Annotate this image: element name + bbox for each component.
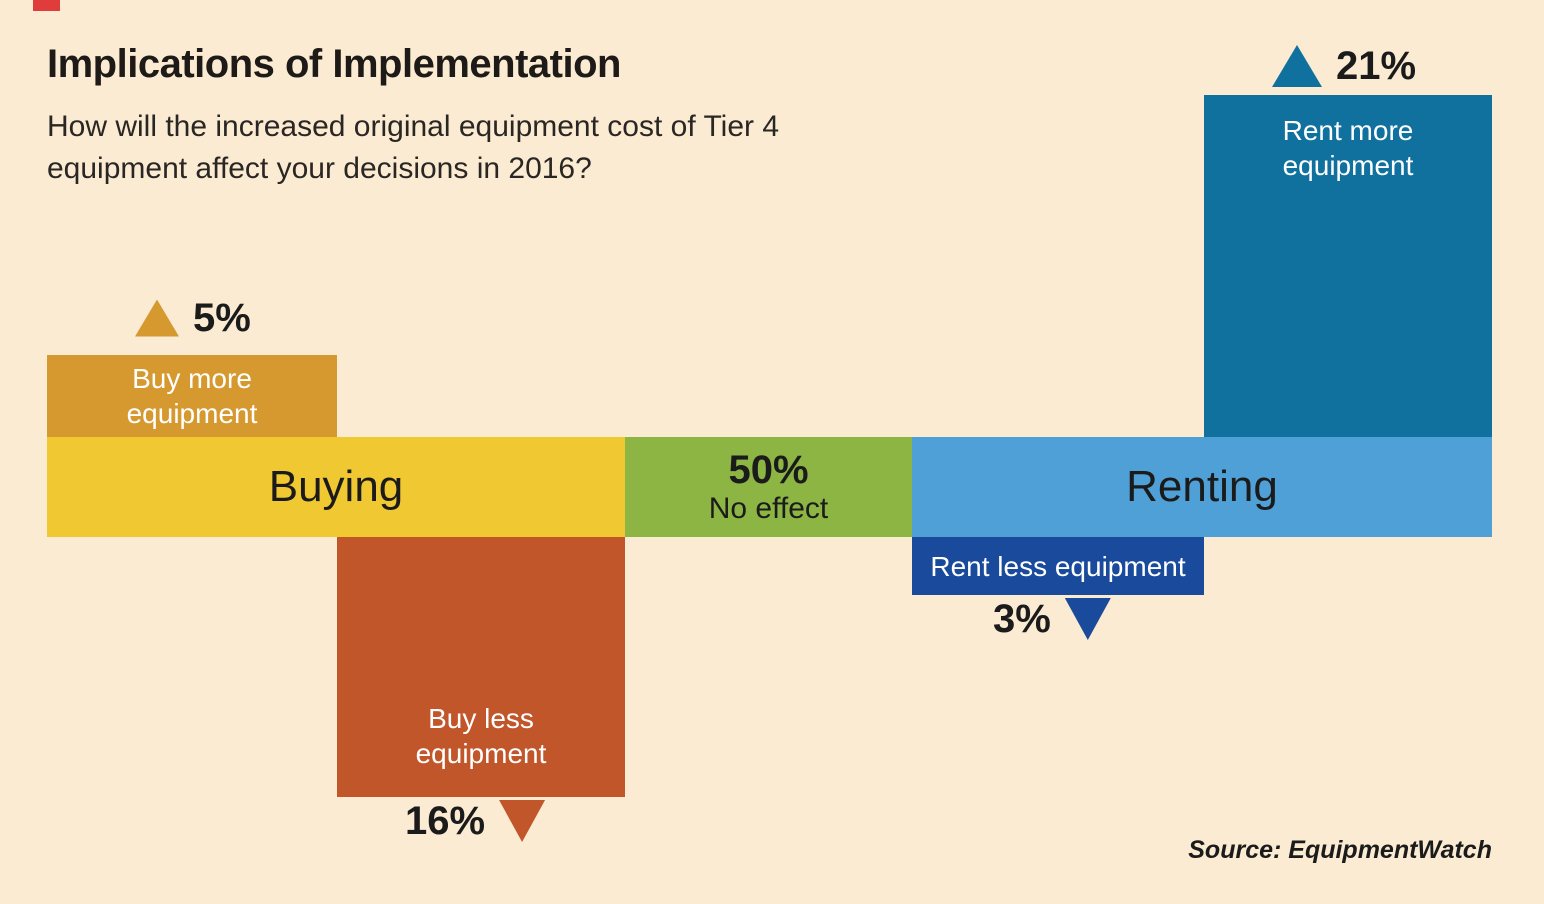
up-arrow-icon <box>1272 45 1322 87</box>
chart-question-line1: How will the increased original equipmen… <box>47 110 780 143</box>
bar-buy-less-label-line2: equipment <box>415 738 547 769</box>
segment-buying-label: Buying <box>268 462 404 511</box>
no-effect-percentage: 50% <box>728 447 809 492</box>
segment-renting: Renting <box>912 437 1492 537</box>
buy-less-percentage-value: 16% <box>405 799 486 843</box>
rent-less-percentage: 3% <box>993 598 1111 640</box>
rent-more-percentage-value: 21% <box>1336 44 1417 88</box>
bar-rent-more-label: Rent more equipment <box>1283 113 1414 183</box>
chart-title: Implications of Implementation <box>47 42 621 86</box>
source-credit: Source: EquipmentWatch <box>1188 836 1492 864</box>
down-arrow-icon <box>499 800 546 842</box>
bar-buy-more: Buy more equipment <box>47 355 337 437</box>
bar-buy-less-label: Buy less equipment <box>416 701 547 771</box>
segment-buying: Buying <box>47 437 625 537</box>
buy-more-percentage-value: 5% <box>193 296 251 340</box>
up-arrow-icon <box>135 299 179 337</box>
segment-renting-label: Renting <box>1126 462 1278 511</box>
bar-buy-more-label-line1: Buy more <box>132 363 252 394</box>
bar-rent-more-label-line2: equipment <box>1282 150 1414 181</box>
down-arrow-icon <box>1064 598 1111 640</box>
bar-rent-less-label: Rent less equipment <box>930 550 1186 582</box>
bar-buy-more-label: Buy more equipment <box>127 361 258 431</box>
buy-more-percentage: 5% <box>135 298 251 338</box>
chart-question-line2: equipment affect your decisions in 2016? <box>47 152 592 185</box>
no-effect-label: No effect <box>708 491 829 525</box>
rent-less-percentage-value: 3% <box>993 597 1051 641</box>
chart-question: How will the increased original equipmen… <box>47 106 779 190</box>
buy-less-percentage: 16% <box>405 799 546 843</box>
bar-buy-more-label-line2: equipment <box>126 398 258 429</box>
bar-buy-less: Buy less equipment <box>337 537 625 797</box>
bar-rent-less: Rent less equipment <box>912 537 1204 595</box>
corner-accent-mark <box>33 0 60 11</box>
segment-no-effect: 50% No effect <box>625 437 912 537</box>
bar-rent-more: Rent more equipment <box>1204 95 1492 437</box>
bar-buy-less-label-line1: Buy less <box>428 703 534 734</box>
bar-rent-more-label-line1: Rent more <box>1282 115 1414 146</box>
rent-more-percentage: 21% <box>1272 45 1416 87</box>
